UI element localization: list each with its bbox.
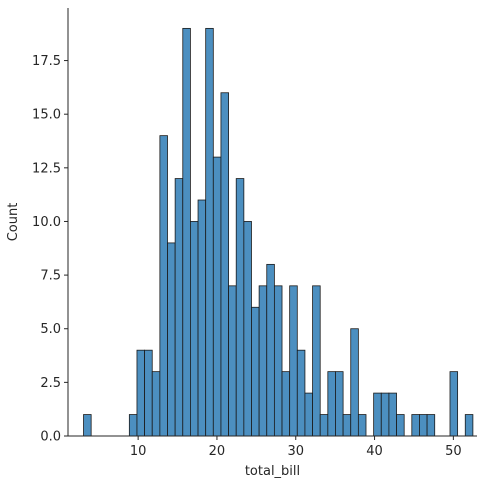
histogram-bar: [357, 414, 367, 437]
histogram-bar: [144, 349, 153, 437]
histogram-bar: [220, 92, 229, 437]
histogram-bar: [289, 285, 298, 437]
histogram-bar: [335, 371, 344, 437]
histogram-bar: [281, 371, 291, 437]
histogram-bar: [243, 221, 252, 437]
histogram-bar: [388, 392, 397, 437]
histogram-bar: [396, 414, 405, 437]
y-tick-label: 12.5: [32, 161, 61, 176]
histogram-bar: [266, 263, 275, 437]
histogram-bar: [167, 242, 176, 437]
histogram-bar: [159, 135, 168, 437]
x-tick-label: 50: [445, 444, 462, 459]
histogram-bar: [190, 221, 199, 437]
histogram-bar: [197, 199, 207, 437]
histogram-bar: [228, 285, 237, 437]
histogram-bar: [350, 328, 359, 437]
histogram-bar: [212, 156, 222, 437]
histogram-bar: [258, 285, 268, 437]
histogram-bar: [464, 414, 474, 437]
y-axis-label: Count: [6, 203, 21, 242]
histogram-bar: [128, 414, 138, 437]
y-tick-label: 2.5: [40, 376, 61, 391]
histogram-bar: [174, 178, 184, 437]
histogram-bar: [83, 414, 92, 437]
histogram-bar: [426, 414, 436, 437]
histogram-bar: [327, 371, 336, 437]
histogram-bar: [251, 306, 260, 437]
histogram-bar: [342, 414, 352, 437]
histogram-bar: [312, 285, 321, 437]
histogram-bar: [273, 285, 283, 437]
y-tick-label: 7.5: [40, 269, 61, 284]
y-tick-label: 15.0: [32, 108, 61, 123]
histogram-bar: [136, 349, 146, 437]
histogram-bar: [380, 392, 390, 437]
y-ticks-group: 0.0 2.5 5.0 7.5 10.0 12.5 15.0 17.5: [32, 54, 68, 445]
histogram-bar: [205, 27, 214, 437]
histogram-bar: [296, 349, 306, 437]
y-tick-label: 17.5: [32, 54, 61, 69]
histogram-bar: [419, 414, 428, 437]
y-tick-label: 5.0: [40, 322, 61, 337]
y-tick-label: 10.0: [32, 215, 61, 230]
bars-group: [83, 27, 474, 437]
histogram-bar: [235, 178, 245, 437]
x-ticks-group: 10 20 30 40 50: [130, 436, 462, 459]
x-tick-label: 10: [130, 444, 147, 459]
x-tick-label: 30: [287, 444, 304, 459]
histogram-bar: [373, 392, 382, 437]
histogram-bar: [319, 414, 329, 437]
histogram-bar: [151, 371, 161, 437]
x-tick-label: 40: [366, 444, 383, 459]
x-tick-label: 20: [209, 444, 226, 459]
histogram-bar: [304, 392, 313, 437]
histogram-bar: [411, 414, 420, 437]
histogram-bar: [182, 27, 191, 437]
histogram-bar: [449, 371, 459, 437]
x-axis-label: total_bill: [245, 464, 300, 479]
y-tick-label: 0.0: [40, 430, 61, 445]
